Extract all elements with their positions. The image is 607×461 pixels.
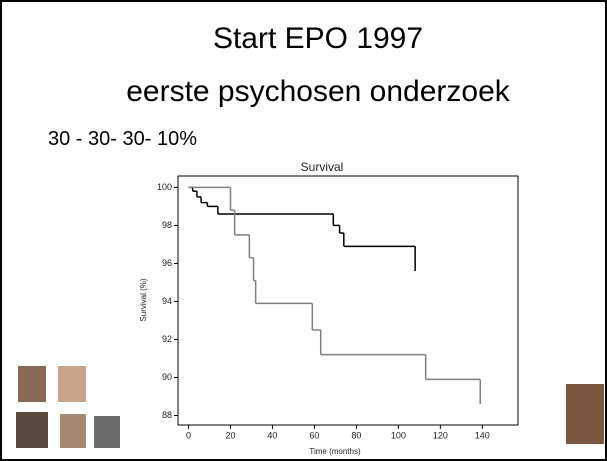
y-tick-label: 96 <box>162 258 172 268</box>
x-tick-label: 120 <box>433 430 448 440</box>
y-tick-label: 90 <box>162 372 172 382</box>
photo <box>18 366 46 402</box>
chart: Survival Time (months) Survival (%) 0 20 4… <box>139 160 519 456</box>
x-tick-label: 40 <box>267 430 277 440</box>
y-tick-label: 92 <box>162 334 172 344</box>
chart-title: Survival <box>301 160 344 174</box>
slide-title: Start EPO 1997 <box>213 22 423 55</box>
y-tick-label: 98 <box>162 220 172 230</box>
y-tick-label: 88 <box>162 410 172 420</box>
photo <box>60 414 86 448</box>
x-tick-label: 140 <box>475 430 490 440</box>
slide-title: eerste psychosen onderzoek <box>126 75 511 108</box>
y-tick-label: 100 <box>157 182 172 192</box>
y-tick-label: 94 <box>162 296 172 306</box>
x-tick-label: 0 <box>186 430 191 440</box>
y-axis-label: Survival (%) <box>139 278 148 321</box>
photos <box>16 366 604 448</box>
photo <box>566 384 604 444</box>
x-tick-label: 60 <box>309 430 319 440</box>
x-tick-label: 100 <box>391 430 406 440</box>
slide-subtitle: 30 - 30- 30- 10% <box>48 128 197 150</box>
photo <box>16 412 48 448</box>
x-tick-label: 80 <box>351 430 361 440</box>
photo <box>94 416 120 448</box>
plot-frame <box>177 175 519 426</box>
x-tick-label: 20 <box>225 430 235 440</box>
x-axis-label: Time (months) <box>309 447 361 456</box>
photo <box>58 366 86 402</box>
